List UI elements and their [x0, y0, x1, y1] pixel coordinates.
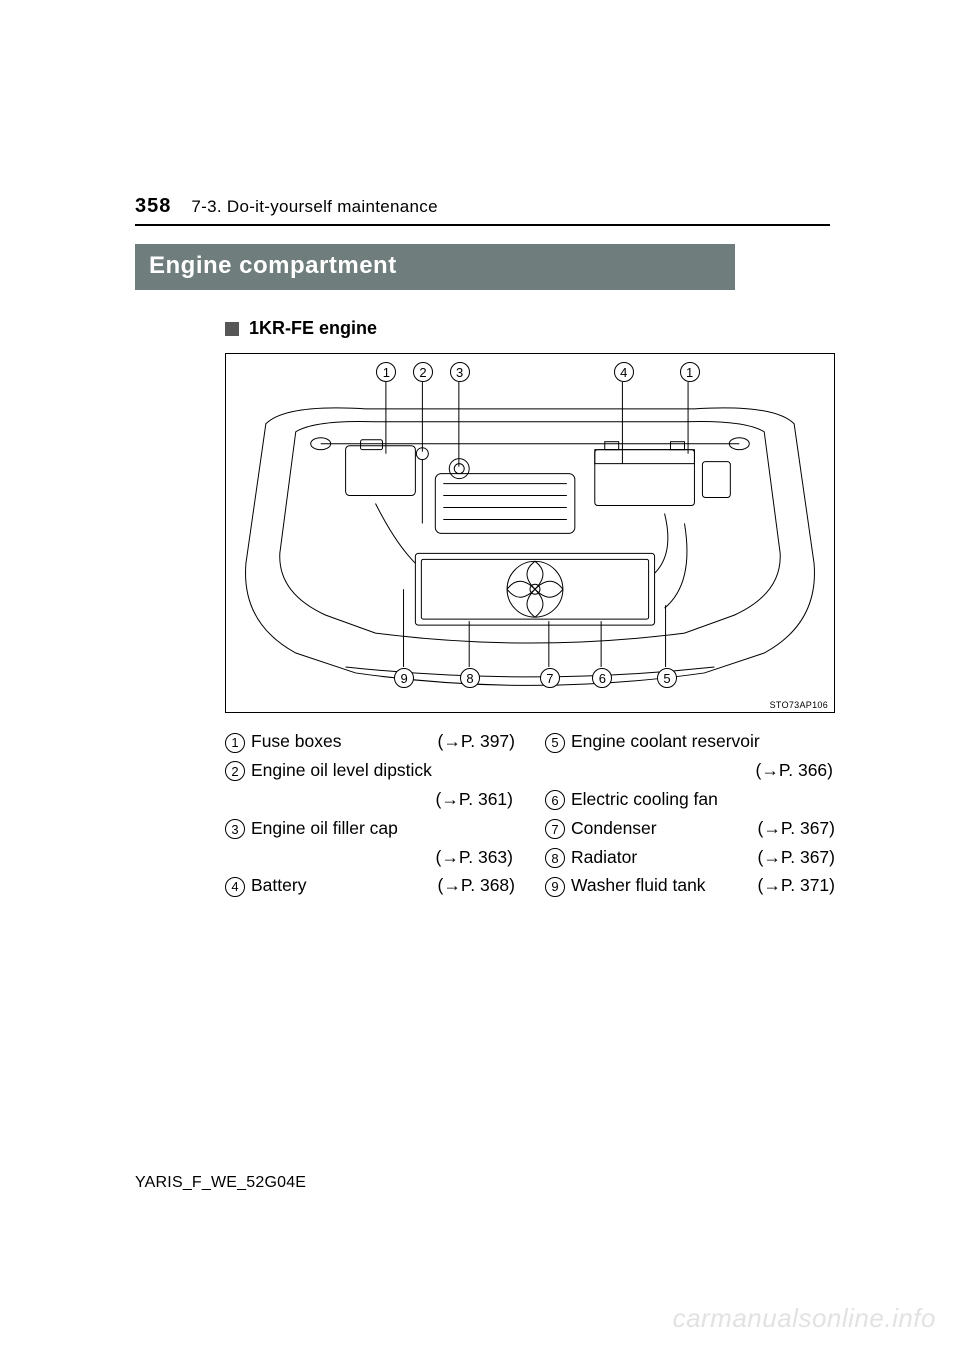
legend-label: Radiator: [571, 843, 752, 872]
square-bullet-icon: [225, 322, 239, 336]
legend-number-1: 1: [225, 733, 245, 753]
legend-ref: (→P. 368): [438, 871, 516, 900]
legend-number-8: 8: [545, 848, 565, 868]
legend-item-4: 4 Battery(→P. 368): [225, 871, 515, 900]
legend-item-1: 1 Fuse boxes(→P. 397): [225, 727, 515, 756]
legend-ref-row: (→P. 366): [545, 756, 835, 785]
legend-number-7: 7: [545, 819, 565, 839]
legend-number-5: 5: [545, 733, 565, 753]
doc-code-footer: YARIS_F_WE_52G04E: [135, 1174, 306, 1192]
diagram-callout-2: 2: [413, 362, 433, 382]
legend-label: Engine oil level dipstick: [251, 756, 515, 785]
diagram-callout-9: 9: [394, 668, 414, 688]
page: 358 7-3. Do-it-yourself maintenance Engi…: [0, 0, 960, 1358]
legend-ref-row: (→P. 363): [225, 843, 515, 872]
legend-label: Washer fluid tank: [571, 871, 752, 900]
legend-item-7: 7 Condenser(→P. 367): [545, 814, 835, 843]
legend-number-6: 6: [545, 790, 565, 810]
legend-item-8: 8 Radiator(→P. 367): [545, 843, 835, 872]
legend-label: Electric cooling fan: [571, 785, 835, 814]
content: 1KR-FE engine: [135, 318, 830, 900]
legend-ref: (→P. 367): [758, 843, 836, 872]
watermark: carmanualsonline.info: [673, 1303, 936, 1334]
legend-label: Fuse boxes: [251, 727, 432, 756]
diagram-callout-3: 3: [450, 362, 470, 382]
subheading: 1KR-FE engine: [249, 318, 377, 339]
legend-number-3: 3: [225, 819, 245, 839]
diagram-callout-7: 7: [540, 668, 560, 688]
legend-label: Engine oil filler cap: [251, 814, 515, 843]
legend-ref: (→P. 397): [438, 727, 516, 756]
legend-label: Condenser: [571, 814, 752, 843]
diagram-callout-1: 1: [680, 362, 700, 382]
legend-number-4: 4: [225, 877, 245, 897]
section-title: Engine compartment: [135, 244, 735, 290]
legend: 1 Fuse boxes(→P. 397) 2 Engine oil level di…: [225, 727, 835, 900]
diagram-callout-4: 4: [614, 362, 634, 382]
legend-number-9: 9: [545, 877, 565, 897]
legend-item-5: 5 Engine coolant reservoir: [545, 727, 835, 756]
breadcrumb: 7-3. Do-it-yourself maintenance: [191, 197, 437, 217]
engine-diagram-svg: [226, 354, 834, 713]
legend-left-column: 1 Fuse boxes(→P. 397) 2 Engine oil level di…: [225, 727, 515, 900]
page-header: 358 7-3. Do-it-yourself maintenance: [135, 195, 830, 226]
legend-ref-row: (→P. 361): [225, 785, 515, 814]
legend-ref: (→P. 367): [758, 814, 836, 843]
diagram-code: STO73AP106: [770, 700, 828, 710]
legend-label: Battery: [251, 871, 432, 900]
legend-label: Engine coolant reservoir: [571, 727, 835, 756]
legend-item-9: 9 Washer fluid tank(→P. 371): [545, 871, 835, 900]
legend-ref: (→P. 371): [758, 871, 836, 900]
diagram-callout-5: 5: [657, 668, 677, 688]
legend-item-3: 3 Engine oil filler cap: [225, 814, 515, 843]
engine-diagram: STO73AP106 1234198765: [225, 353, 835, 713]
page-number: 358: [135, 195, 171, 218]
legend-right-column: 5 Engine coolant reservoir(→P. 366) 6 Elect…: [545, 727, 835, 900]
legend-item-2: 2 Engine oil level dipstick: [225, 756, 515, 785]
legend-number-2: 2: [225, 761, 245, 781]
legend-item-6: 6 Electric cooling fan: [545, 785, 835, 814]
diagram-callout-8: 8: [460, 668, 480, 688]
subheading-row: 1KR-FE engine: [225, 318, 830, 339]
